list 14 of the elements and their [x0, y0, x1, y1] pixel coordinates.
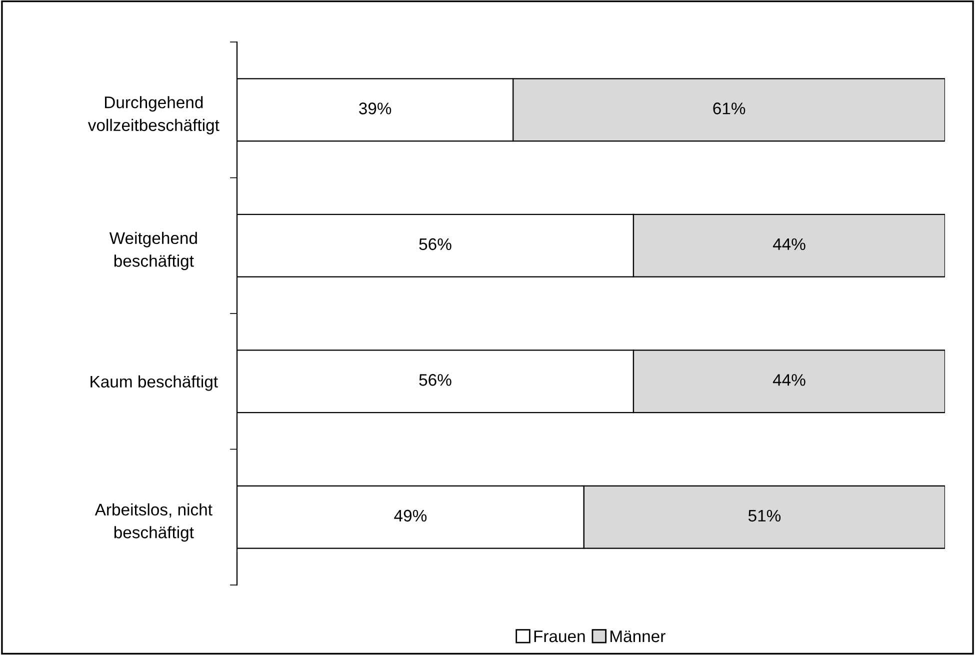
- legend-label: Frauen: [534, 630, 585, 642]
- y-tick-label: Weitgehend beschäftigt: [109, 232, 197, 270]
- data-label: 56%: [419, 238, 452, 250]
- data-label: 39%: [359, 102, 392, 114]
- data-label: 44%: [772, 238, 806, 250]
- data-label: 61%: [713, 102, 746, 114]
- data-label: 51%: [748, 510, 781, 522]
- data-label: 56%: [419, 374, 452, 386]
- data-label: 44%: [772, 374, 806, 386]
- y-tick-label: Durchgehend vollzeitbeschäftigt: [88, 96, 220, 134]
- data-label: 49%: [394, 510, 427, 522]
- legend-label: Männer: [610, 630, 666, 642]
- y-tick-label: Kaum beschäftigt: [90, 375, 218, 391]
- y-tick-label: Arbeitslos, nicht beschäftigt: [94, 503, 212, 542]
